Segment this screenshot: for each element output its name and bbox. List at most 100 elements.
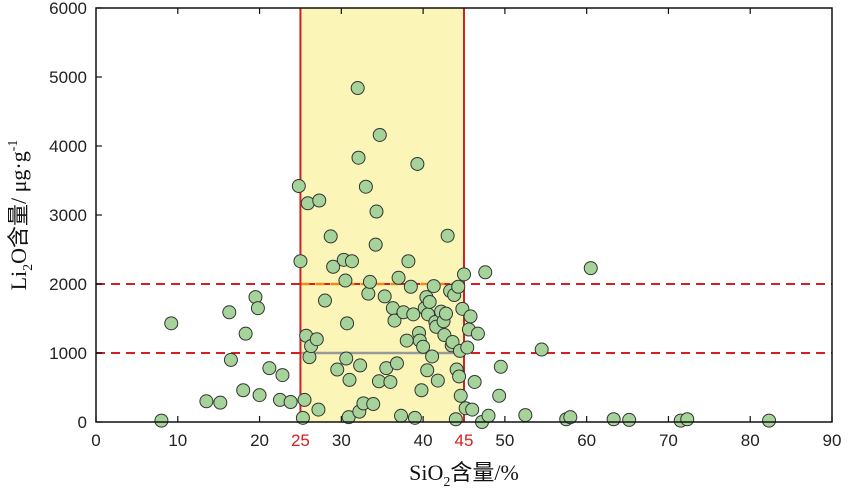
data-point-25 bbox=[311, 402, 326, 417]
y-tick-label-0: 0 bbox=[78, 413, 87, 432]
data-point-4 bbox=[213, 395, 228, 410]
y-axis-title-part-2: O含量/ μg·g bbox=[6, 151, 31, 264]
data-point-106 bbox=[481, 408, 496, 423]
x-axis-title-sub: 2 bbox=[443, 475, 450, 490]
axis-ticks: 0 10 20 30 40 50 60 70 80 90 0 1000 2000 3000 4000 5000… bbox=[49, 0, 841, 450]
data-point-15 bbox=[283, 394, 298, 409]
data-point-94 bbox=[453, 388, 468, 403]
data-point-69 bbox=[416, 339, 431, 354]
data-point-34 bbox=[340, 316, 355, 331]
data-point-83 bbox=[439, 306, 454, 321]
data-point-50 bbox=[372, 127, 387, 142]
data-point-58 bbox=[394, 408, 409, 423]
data-points bbox=[154, 81, 777, 429]
data-point-63 bbox=[406, 307, 421, 322]
x-tick-label-30: 30 bbox=[332, 431, 351, 450]
y-axis-title: Li2O含量/ μg·g-1 bbox=[6, 140, 36, 291]
data-point-26 bbox=[312, 193, 327, 208]
data-point-18 bbox=[295, 410, 310, 425]
x-tick-label-20: 20 bbox=[250, 431, 269, 450]
x-tick-label-80: 80 bbox=[741, 431, 760, 450]
data-point-64 bbox=[407, 410, 422, 425]
y-tick-label-6000: 6000 bbox=[49, 0, 87, 18]
x-tick-label-0: 0 bbox=[91, 431, 100, 450]
data-point-43 bbox=[358, 179, 373, 194]
data-point-100 bbox=[463, 309, 478, 324]
data-point-61 bbox=[401, 254, 416, 269]
data-point-55 bbox=[387, 313, 402, 328]
y-tick-label-2000: 2000 bbox=[49, 275, 87, 294]
data-point-76 bbox=[426, 279, 441, 294]
data-point-27 bbox=[317, 293, 332, 308]
data-point-47 bbox=[368, 237, 383, 252]
data-point-29 bbox=[326, 259, 341, 274]
data-point-16 bbox=[291, 179, 306, 194]
data-point-113 bbox=[583, 261, 598, 276]
data-point-14 bbox=[275, 368, 290, 383]
data-point-107 bbox=[492, 388, 507, 403]
data-point-17 bbox=[293, 254, 308, 269]
data-point-33 bbox=[339, 351, 354, 366]
data-point-115 bbox=[622, 412, 637, 427]
data-point-72 bbox=[420, 363, 435, 378]
data-point-89 bbox=[448, 412, 463, 427]
data-point-110 bbox=[534, 342, 549, 357]
x-tick-label-10: 10 bbox=[168, 431, 187, 450]
data-point-109 bbox=[518, 408, 533, 423]
x-axis-title-part-2: 含量/% bbox=[450, 460, 518, 485]
data-point-105 bbox=[478, 265, 493, 280]
data-point-3 bbox=[199, 394, 214, 409]
data-point-46 bbox=[366, 397, 381, 412]
y-axis-title-sup: -1 bbox=[6, 140, 21, 152]
data-point-39 bbox=[351, 150, 366, 165]
data-point-8 bbox=[238, 326, 253, 341]
y-axis-title-sub: 2 bbox=[21, 264, 36, 271]
data-point-6 bbox=[223, 352, 238, 367]
x-tick-label-90: 90 bbox=[823, 431, 842, 450]
data-point-91 bbox=[451, 279, 466, 294]
data-point-101 bbox=[465, 402, 480, 417]
data-point-10 bbox=[250, 301, 265, 316]
data-point-32 bbox=[338, 273, 353, 288]
x-tick-label-70: 70 bbox=[659, 431, 678, 450]
data-point-75 bbox=[425, 349, 440, 364]
data-point-37 bbox=[344, 254, 359, 269]
data-point-41 bbox=[353, 358, 368, 373]
data-point-62 bbox=[403, 279, 418, 294]
data-point-24 bbox=[309, 332, 324, 347]
data-point-68 bbox=[414, 383, 429, 398]
data-point-19 bbox=[297, 392, 312, 407]
data-point-79 bbox=[430, 373, 445, 388]
x-tick-label-60: 60 bbox=[577, 431, 596, 450]
data-point-11 bbox=[252, 388, 267, 403]
data-point-44 bbox=[361, 286, 376, 301]
data-point-57 bbox=[391, 270, 406, 285]
band-label-45: 45 bbox=[455, 431, 474, 450]
y-tick-label-4000: 4000 bbox=[49, 137, 87, 156]
band-label-25: 25 bbox=[291, 431, 310, 450]
band-labels: 25 45 bbox=[291, 431, 473, 450]
data-point-56 bbox=[389, 356, 404, 371]
data-point-74 bbox=[422, 294, 437, 309]
x-tick-label-40: 40 bbox=[414, 431, 433, 450]
data-point-36 bbox=[342, 372, 357, 387]
y-tick-label-3000: 3000 bbox=[49, 206, 87, 225]
x-tick-label-50: 50 bbox=[495, 431, 514, 450]
x-axis-title-part-1: SiO bbox=[409, 460, 443, 485]
data-point-1 bbox=[154, 413, 169, 428]
data-point-84 bbox=[440, 228, 455, 243]
data-point-2 bbox=[164, 316, 179, 331]
data-point-53 bbox=[383, 374, 398, 389]
data-point-7 bbox=[236, 383, 251, 398]
data-point-60 bbox=[399, 333, 414, 348]
data-point-96 bbox=[457, 267, 471, 282]
data-point-45 bbox=[362, 274, 377, 289]
x-axis-title: SiO2含量/% bbox=[409, 460, 519, 490]
data-point-48 bbox=[369, 204, 384, 219]
data-point-102 bbox=[467, 374, 482, 389]
data-point-92 bbox=[452, 369, 467, 384]
data-point-12 bbox=[262, 361, 277, 376]
y-axis-title-part-1: Li bbox=[6, 271, 31, 291]
data-point-112 bbox=[563, 410, 578, 425]
